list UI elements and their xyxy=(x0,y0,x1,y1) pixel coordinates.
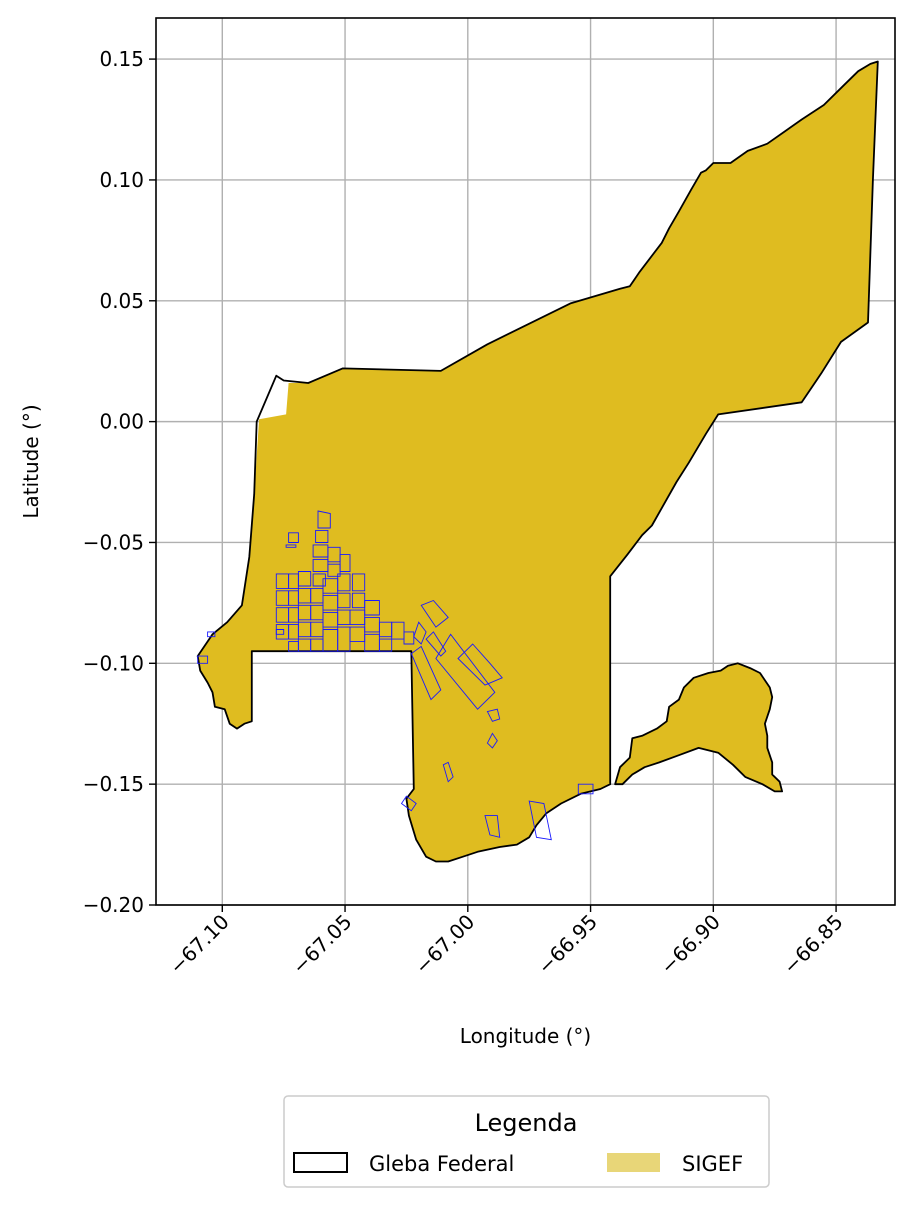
sigef-parcel-44 xyxy=(378,638,393,652)
map-shapes xyxy=(196,60,879,863)
sigef-parcel-42 xyxy=(337,626,351,652)
sigef-parcel-28 xyxy=(364,600,380,616)
sigef-parcel-2 xyxy=(317,510,331,529)
sigef-area-main xyxy=(197,61,878,862)
legend-title: Legenda xyxy=(475,1109,578,1137)
y-tick-label-0: 0.15 xyxy=(99,47,144,71)
x-axis-ticks: −67.10 −67.05 −67.00 −66.95 −66.90 −66.85 xyxy=(165,905,848,979)
sigef-parcel-61 xyxy=(207,631,216,638)
y-tick-label-2: 0.05 xyxy=(99,289,144,313)
x-tick-label-0: −67.10 xyxy=(165,910,234,979)
legend: Legenda Gleba Federal SIGEF xyxy=(283,1095,770,1188)
sigef-parcel-3 xyxy=(315,529,329,543)
sigef-parcel-1 xyxy=(285,544,297,548)
sigef-parcel-56 xyxy=(486,732,498,749)
sigef-parcel-50 xyxy=(425,631,447,657)
x-tick-label-2: −67.00 xyxy=(410,910,479,979)
sigef-parcel-47 xyxy=(275,629,285,635)
x-tick-label-3: −66.95 xyxy=(533,910,602,979)
y-tick-label-7: −0.20 xyxy=(83,893,144,917)
sigef-parcel-12 xyxy=(297,571,312,587)
x-tick-label-4: −66.90 xyxy=(656,910,725,979)
sigef-parcel-9 xyxy=(339,554,351,572)
y-tick-label-4: −0.05 xyxy=(83,530,144,554)
sigef-parcel-19 xyxy=(337,573,351,592)
sigef-parcel-62 xyxy=(577,783,594,795)
sigef-parcel-26 xyxy=(337,592,351,609)
x-axis-label: Longitude (°) xyxy=(460,1024,591,1048)
sigef-area-island xyxy=(614,662,783,793)
sigef-parcel-34 xyxy=(337,609,351,626)
y-tick-label-6: −0.15 xyxy=(83,772,144,796)
x-tick-label-5: −66.85 xyxy=(778,910,847,979)
sigef-parcel-53 xyxy=(457,643,503,686)
y-axis-label: Latitude (°) xyxy=(19,404,43,518)
sigef-parcel-51 xyxy=(410,645,442,701)
sigef-parcel-13 xyxy=(351,573,366,592)
legend-label-gleba-federal: Gleba Federal xyxy=(369,1152,514,1176)
plot-frame xyxy=(155,17,896,906)
y-tick-label-3: 0.00 xyxy=(99,410,144,434)
sigef-parcel-58 xyxy=(484,815,501,838)
sigef-parcel-57 xyxy=(400,795,417,812)
legend-label-sigef: SIGEF xyxy=(682,1152,743,1176)
sigef-parcel-52 xyxy=(435,633,496,710)
y-tick-label-1: 0.10 xyxy=(99,168,144,192)
sigef-parcel-60 xyxy=(197,655,209,664)
sigef-parcel-59 xyxy=(528,800,552,841)
sigef-parcel-6 xyxy=(312,573,326,587)
sigef-parcel-48 xyxy=(413,621,427,645)
gleba-federal-boundary xyxy=(196,60,879,863)
sigef-parcel-0 xyxy=(288,532,299,543)
sigef-parcel-49 xyxy=(420,599,449,628)
sigef-parcel-55 xyxy=(486,708,501,722)
y-tick-label-5: −0.10 xyxy=(83,651,144,675)
x-tick-label-1: −67.05 xyxy=(287,910,356,979)
sigef-parcels xyxy=(197,510,594,841)
legend-swatch-gleba-federal xyxy=(293,1152,348,1173)
sigef-parcel-54 xyxy=(442,761,454,783)
sigef-parcel-46 xyxy=(403,631,415,645)
y-axis-ticks: 0.15 0.10 0.05 0.00 −0.05 −0.10 −0.15 −0.20 xyxy=(83,47,156,917)
sigef-parcel-8 xyxy=(327,563,341,577)
legend-swatch-sigef xyxy=(607,1153,660,1172)
